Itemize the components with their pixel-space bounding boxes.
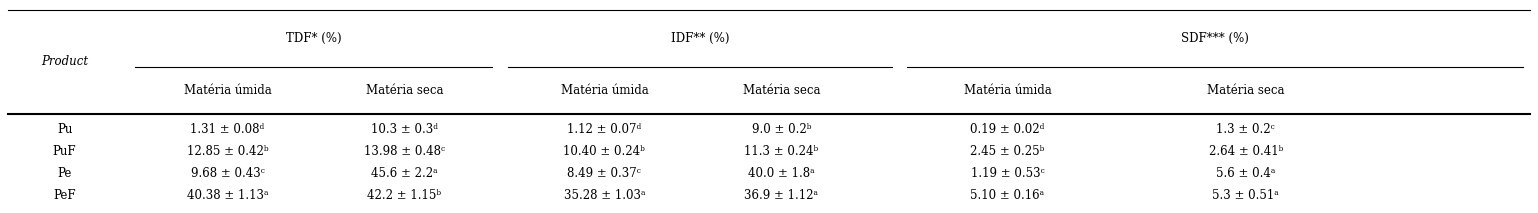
Text: 2.45 ± 0.25ᵇ: 2.45 ± 0.25ᵇ: [970, 145, 1044, 158]
Text: 40.0 ± 1.8ᵃ: 40.0 ± 1.8ᵃ: [747, 167, 815, 180]
Text: 35.28 ± 1.03ᵃ: 35.28 ± 1.03ᵃ: [564, 189, 644, 202]
Text: 1.12 ± 0.07ᵈ: 1.12 ± 0.07ᵈ: [568, 123, 641, 136]
Text: 45.6 ± 2.2ᵃ: 45.6 ± 2.2ᵃ: [371, 167, 438, 180]
Text: 1.3 ± 0.2ᶜ: 1.3 ± 0.2ᶜ: [1217, 123, 1275, 136]
Text: Matéria seca: Matéria seca: [1207, 84, 1284, 97]
Text: PuF: PuF: [52, 145, 77, 158]
Text: 9.68 ± 0.43ᶜ: 9.68 ± 0.43ᶜ: [191, 167, 265, 180]
Text: SDF*** (%): SDF*** (%): [1181, 32, 1249, 45]
Text: 5.6 ± 0.4ᵃ: 5.6 ± 0.4ᵃ: [1217, 167, 1275, 180]
Text: 1.31 ± 0.08ᵈ: 1.31 ± 0.08ᵈ: [191, 123, 265, 136]
Text: Matéria úmida: Matéria úmida: [560, 84, 649, 97]
Text: PeF: PeF: [54, 189, 75, 202]
Text: 2.64 ± 0.41ᵇ: 2.64 ± 0.41ᵇ: [1209, 145, 1283, 158]
Text: Matéria seca: Matéria seca: [743, 84, 820, 97]
Text: Matéria úmida: Matéria úmida: [963, 84, 1052, 97]
Text: 8.49 ± 0.37ᶜ: 8.49 ± 0.37ᶜ: [568, 167, 641, 180]
Text: 13.98 ± 0.48ᶜ: 13.98 ± 0.48ᶜ: [365, 145, 444, 158]
Text: 11.3 ± 0.24ᵇ: 11.3 ± 0.24ᵇ: [744, 145, 818, 158]
Text: IDF** (%): IDF** (%): [671, 32, 729, 45]
Text: 12.85 ± 0.42ᵇ: 12.85 ± 0.42ᵇ: [186, 145, 269, 158]
Text: 5.10 ± 0.16ᵃ: 5.10 ± 0.16ᵃ: [970, 189, 1044, 202]
Text: 5.3 ± 0.51ᵃ: 5.3 ± 0.51ᵃ: [1212, 189, 1280, 202]
Text: Pu: Pu: [57, 123, 72, 136]
Text: TDF* (%): TDF* (%): [286, 32, 341, 45]
Text: Product: Product: [42, 55, 88, 68]
Text: 10.40 ± 0.24ᵇ: 10.40 ± 0.24ᵇ: [563, 145, 646, 158]
Text: 42.2 ± 1.15ᵇ: 42.2 ± 1.15ᵇ: [368, 189, 441, 202]
Text: 40.38 ± 1.13ᵃ: 40.38 ± 1.13ᵃ: [188, 189, 268, 202]
Text: 0.19 ± 0.02ᵈ: 0.19 ± 0.02ᵈ: [970, 123, 1044, 136]
Text: 10.3 ± 0.3ᵈ: 10.3 ± 0.3ᵈ: [371, 123, 438, 136]
Text: Matéria seca: Matéria seca: [366, 84, 443, 97]
Text: Pe: Pe: [57, 167, 72, 180]
Text: 1.19 ± 0.53ᶜ: 1.19 ± 0.53ᶜ: [970, 167, 1044, 180]
Text: 36.9 ± 1.12ᵃ: 36.9 ± 1.12ᵃ: [744, 189, 818, 202]
Text: Matéria úmida: Matéria úmida: [183, 84, 272, 97]
Text: 9.0 ± 0.2ᵇ: 9.0 ± 0.2ᵇ: [752, 123, 811, 136]
